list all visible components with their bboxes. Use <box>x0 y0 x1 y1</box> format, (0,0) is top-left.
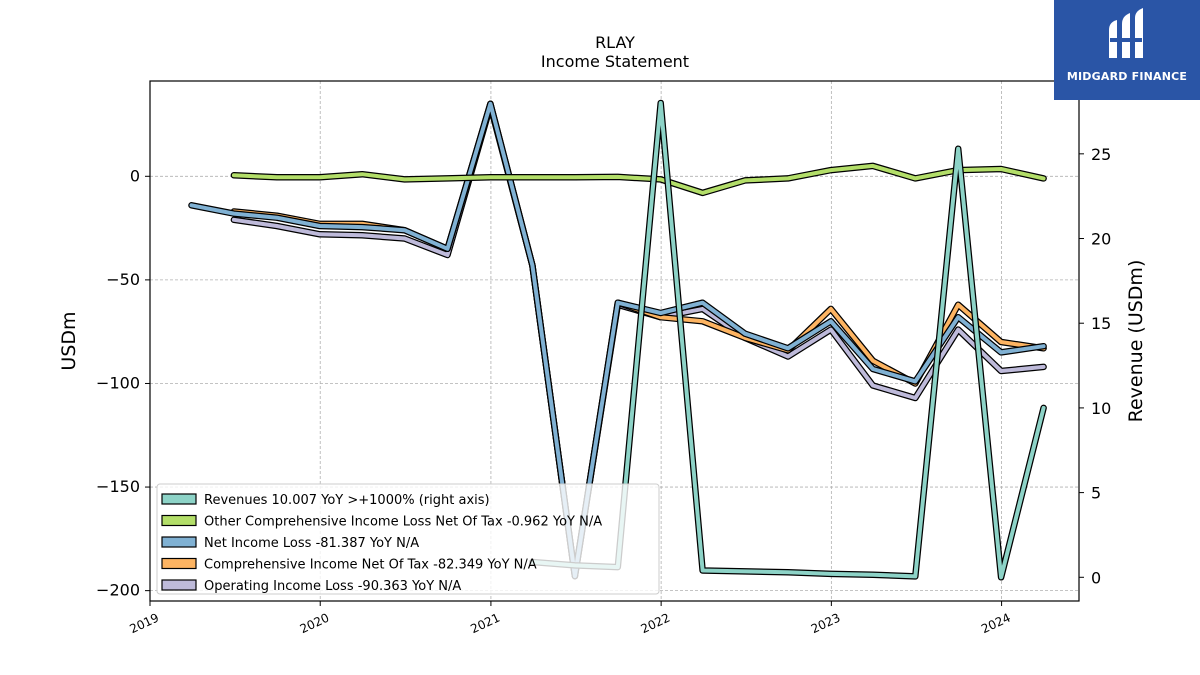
x-tick-label: 2021 <box>468 611 502 637</box>
y-tick-label-right: 0 <box>1091 568 1101 587</box>
legend-swatch <box>161 493 197 505</box>
y-tick-label-left: −200 <box>96 581 140 600</box>
brand-logo: MIDGARD FINANCE <box>1054 0 1200 100</box>
x-tick-label: 2022 <box>639 611 673 637</box>
x-tick-label: 2019 <box>128 611 162 637</box>
legend-label: Net Income Loss -81.387 YoY N/A <box>204 536 419 551</box>
legend-label: Operating Income Loss -90.363 YoY N/A <box>204 579 461 594</box>
legend-label: Revenues 10.007 YoY >+1000% (right axis) <box>204 493 490 508</box>
series-lines <box>188 99 1047 581</box>
series-line-2 <box>189 101 1046 579</box>
y-tick-label-right: 10 <box>1091 399 1111 418</box>
legend-swatch <box>161 557 197 570</box>
y-tick-label-left: −150 <box>96 477 140 496</box>
legend-box <box>156 483 660 595</box>
y-tick-label-left: 0 <box>130 166 140 185</box>
y-tick-label-right: 5 <box>1091 484 1101 503</box>
chart-title: RLAY <box>595 33 635 52</box>
legend-swatch <box>161 579 197 591</box>
y-tick-label-right: 25 <box>1091 145 1111 164</box>
legend-label: Other Comprehensive Income Loss Net Of T… <box>204 515 602 530</box>
y-axis-label-left: USDm <box>58 311 80 370</box>
y-tick-label-left: −100 <box>96 373 140 392</box>
legend-swatch <box>161 514 197 527</box>
series-line-1 <box>231 163 1046 195</box>
logo-mark-icon <box>1109 8 1143 58</box>
y-tick-label-right: 15 <box>1091 314 1111 333</box>
x-tick-label: 2024 <box>979 611 1013 637</box>
plot-frame <box>149 80 1080 602</box>
chart-subtitle: Income Statement <box>541 52 689 71</box>
x-tick-label: 2023 <box>809 611 843 637</box>
legend: Revenues 10.007 YoY >+1000% (right axis)… <box>156 483 660 595</box>
y-tick-label-left: −50 <box>106 270 140 289</box>
legend-label: Comprehensive Income Net Of Tax -82.349 … <box>204 558 537 573</box>
y-tick-label-right: 20 <box>1091 230 1111 249</box>
legend-swatch <box>161 536 197 548</box>
logo-text: MIDGARD FINANCE <box>1066 70 1188 83</box>
y-axis-label-right: Revenue (USDm) <box>1125 260 1147 423</box>
x-tick-label: 2020 <box>298 611 332 637</box>
